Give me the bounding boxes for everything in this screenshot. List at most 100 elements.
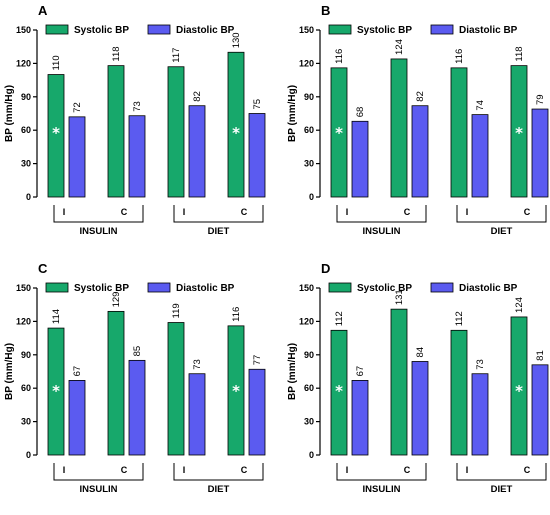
bar-diastolic	[351, 380, 369, 456]
y-tick-label: 60	[304, 383, 314, 393]
category-label: I	[466, 465, 469, 475]
legend-swatch-systolic	[45, 24, 69, 35]
legend-label-diastolic: Diastolic BP	[176, 25, 235, 36]
bar-systolic	[330, 67, 348, 198]
y-tick-label: 30	[304, 159, 314, 169]
data-label-diastolic: 75	[252, 99, 263, 110]
y-tick-label: 90	[304, 92, 314, 102]
bracket-line	[173, 205, 264, 223]
bracket-line	[456, 205, 547, 223]
y-tick-label: 150	[299, 283, 314, 293]
y-tick-label: 60	[304, 125, 314, 135]
panel-D: D Systolic BP Diastolic BP 0 30 60 90 120 150 BP …	[287, 261, 549, 495]
data-label-systolic: 130	[231, 32, 242, 48]
bar-systolic	[47, 74, 65, 198]
data-label-systolic: 112	[334, 311, 345, 326]
category-label: C	[241, 207, 248, 217]
data-label-systolic: 112	[454, 311, 465, 326]
category-label: C	[524, 207, 531, 217]
group-label: DIET	[208, 226, 230, 237]
bar-systolic	[107, 310, 125, 456]
panel-letter: B	[321, 3, 330, 18]
bracket-line	[336, 463, 427, 481]
bar-diastolic	[68, 380, 86, 456]
significance-star: *	[232, 124, 240, 142]
y-tick-label: 0	[309, 192, 314, 202]
bar-systolic	[330, 329, 348, 456]
bar-diastolic	[411, 361, 429, 456]
y-tick-label: 30	[21, 417, 31, 427]
y-tick-label: 30	[21, 159, 31, 169]
bar-diastolic	[531, 108, 549, 198]
bar-diastolic	[351, 120, 369, 198]
category-label: I	[346, 465, 349, 475]
bar-systolic	[510, 65, 528, 198]
data-label-diastolic: 84	[415, 347, 426, 358]
group-label: INSULIN	[80, 484, 118, 495]
significance-star: *	[232, 382, 240, 400]
data-label-diastolic: 74	[475, 100, 486, 111]
legend-label-diastolic: Diastolic BP	[176, 283, 235, 294]
legend-label-systolic: Systolic BP	[357, 283, 412, 294]
category-label: I	[183, 207, 186, 217]
data-label-diastolic: 73	[132, 101, 143, 112]
bar-diastolic	[248, 368, 266, 456]
group-bracket-1: I C DIET	[456, 463, 547, 495]
data-label-systolic: 119	[171, 303, 182, 318]
data-label-diastolic: 67	[355, 366, 366, 377]
significance-star: *	[515, 124, 523, 142]
data-label-systolic: 116	[231, 307, 242, 322]
bracket-line	[173, 463, 264, 481]
legend-label-diastolic: Diastolic BP	[459, 25, 518, 36]
bar-diastolic	[128, 359, 146, 456]
panel-A: A Systolic BP Diastolic BP 0 30 60 90 120 150 BP …	[4, 3, 266, 237]
data-label-diastolic: 85	[132, 346, 143, 357]
y-tick-label: 90	[21, 350, 31, 360]
bar-systolic	[450, 67, 468, 198]
group-bracket-1: I C DIET	[173, 463, 264, 495]
bar-diastolic	[128, 115, 146, 198]
significance-star: *	[335, 124, 343, 142]
panel-B: B Systolic BP Diastolic BP 0 30 60 90 120 150 BP …	[287, 3, 549, 237]
category-label: C	[404, 207, 411, 217]
data-label-systolic: 118	[514, 46, 525, 61]
significance-star: *	[52, 382, 60, 400]
y-tick-label: 90	[304, 350, 314, 360]
category-label: C	[121, 207, 128, 217]
y-tick-label: 150	[16, 25, 31, 35]
legend-swatch-systolic	[328, 282, 352, 293]
y-tick-label: 90	[21, 92, 31, 102]
category-label: C	[524, 465, 531, 475]
data-label-systolic: 114	[51, 309, 62, 324]
y-tick-label: 0	[26, 192, 31, 202]
legend-label-diastolic: Diastolic BP	[459, 283, 518, 294]
category-label: C	[121, 465, 128, 475]
group-label: DIET	[491, 226, 513, 237]
bar-diastolic	[188, 373, 206, 456]
legend-swatch-systolic	[328, 24, 352, 35]
data-label-systolic: 118	[111, 46, 122, 61]
data-label-systolic: 110	[51, 55, 62, 70]
legend-swatch-diastolic	[430, 24, 454, 35]
group-bracket-1: I C DIET	[456, 205, 547, 237]
y-tick-label: 0	[309, 450, 314, 460]
bar-systolic	[107, 65, 125, 198]
category-label: C	[404, 465, 411, 475]
group-label: DIET	[491, 484, 513, 495]
bar-systolic	[167, 66, 185, 198]
data-label-diastolic: 72	[72, 102, 83, 113]
y-tick-label: 60	[21, 125, 31, 135]
significance-star: *	[52, 124, 60, 142]
bar-systolic	[510, 316, 528, 456]
data-label-systolic: 124	[394, 39, 405, 55]
bar-diastolic	[411, 105, 429, 198]
bar-systolic	[450, 329, 468, 456]
bracket-line	[336, 205, 427, 223]
y-axis-title: BP (mm/Hg)	[4, 85, 15, 142]
group-label: INSULIN	[363, 226, 401, 237]
category-label: I	[466, 207, 469, 217]
bar-systolic	[390, 308, 408, 456]
y-tick-label: 120	[299, 316, 314, 326]
y-tick-label: 0	[26, 450, 31, 460]
data-label-diastolic: 68	[355, 107, 366, 118]
